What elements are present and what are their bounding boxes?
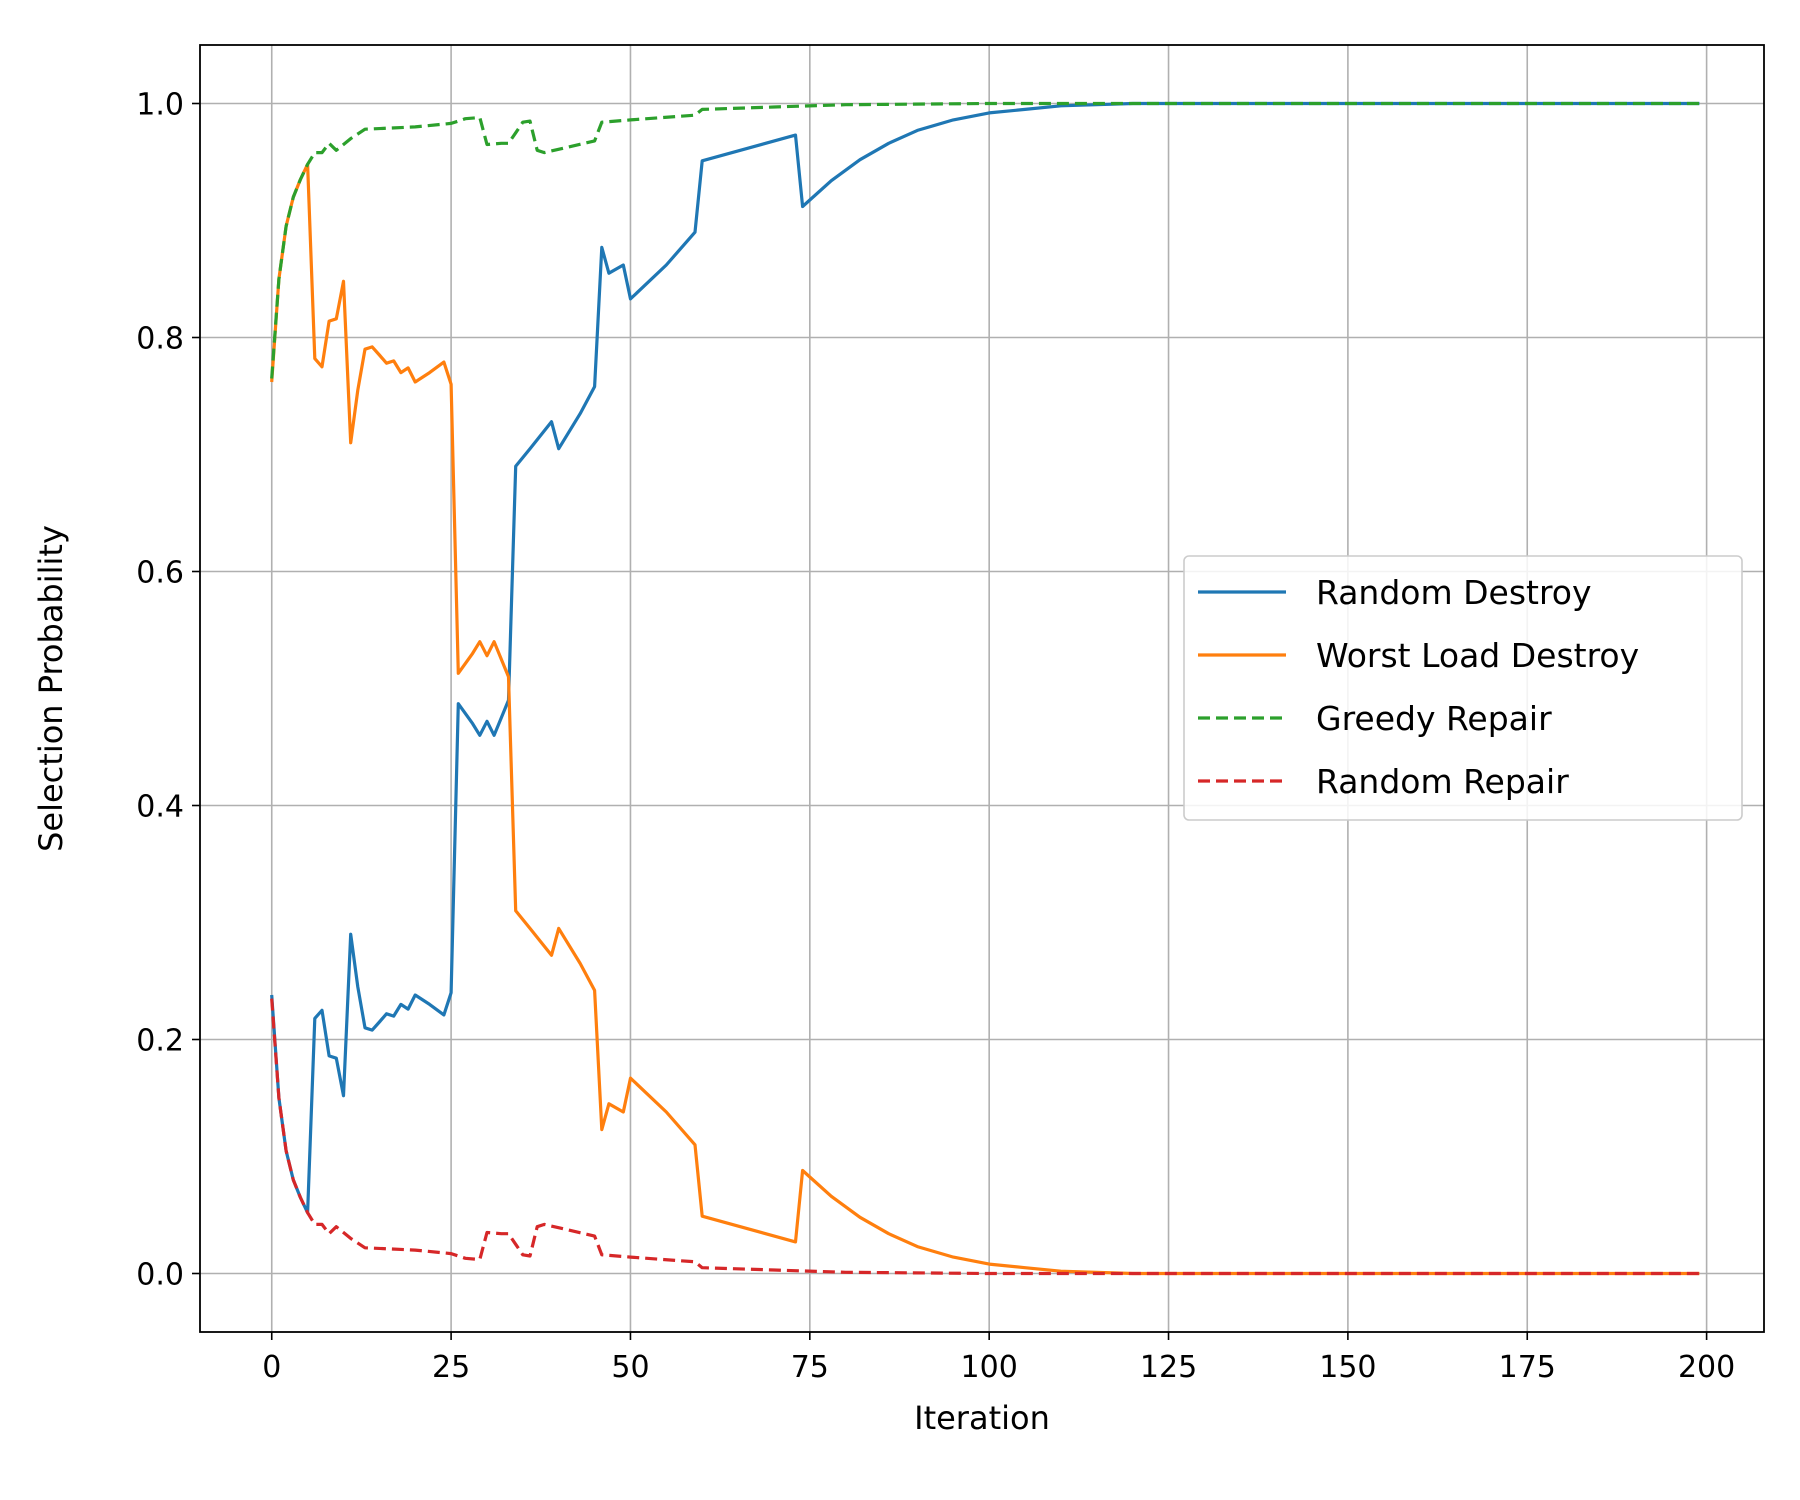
x-tick-label: 75 xyxy=(791,1350,829,1385)
y-tick-label: 0.4 xyxy=(136,790,184,825)
y-tick-label: 0.2 xyxy=(136,1024,184,1059)
legend-label: Random Destroy xyxy=(1316,573,1592,612)
series-line-4 xyxy=(270,998,1700,1276)
legend-label: Random Repair xyxy=(1316,762,1569,801)
x-tick-label: 150 xyxy=(1319,1350,1376,1385)
x-tick-label: 175 xyxy=(1499,1350,1556,1385)
x-tick-label: 200 xyxy=(1678,1350,1735,1385)
axis-ticks: 0 25 50 75 100 125 150 175 200 0.0 0.2 0.4 0.6 0.8 1.0 xyxy=(136,88,1735,1386)
legend-label: Greedy Repair xyxy=(1316,699,1552,738)
x-tick-label: 0 xyxy=(262,1350,281,1385)
series-line-3 xyxy=(270,101,1700,379)
y-tick-label: 0.6 xyxy=(136,556,184,591)
x-tick-label: 100 xyxy=(961,1350,1018,1385)
x-tick-label: 50 xyxy=(611,1350,649,1385)
y-tick-label: 1.0 xyxy=(136,88,184,123)
series-line-2 xyxy=(270,162,1700,1276)
plot-frame xyxy=(199,44,1765,1333)
legend-box xyxy=(1183,555,1743,821)
y-tick-label: 0.0 xyxy=(136,1258,184,1293)
legend-label: Worst Load Destroy xyxy=(1316,636,1639,675)
x-tick-label: 125 xyxy=(1140,1350,1197,1385)
series-lines xyxy=(270,101,1700,1276)
x-axis-label: Iteration xyxy=(914,1399,1050,1437)
legend: Random Destroy Worst Load Destroy Greedy R… xyxy=(1183,555,1743,821)
y-axis-label: Selection Probability xyxy=(32,525,70,852)
series-line-1 xyxy=(270,101,1700,1215)
x-tick-label: 25 xyxy=(432,1350,470,1385)
y-tick-label: 0.8 xyxy=(136,322,184,357)
